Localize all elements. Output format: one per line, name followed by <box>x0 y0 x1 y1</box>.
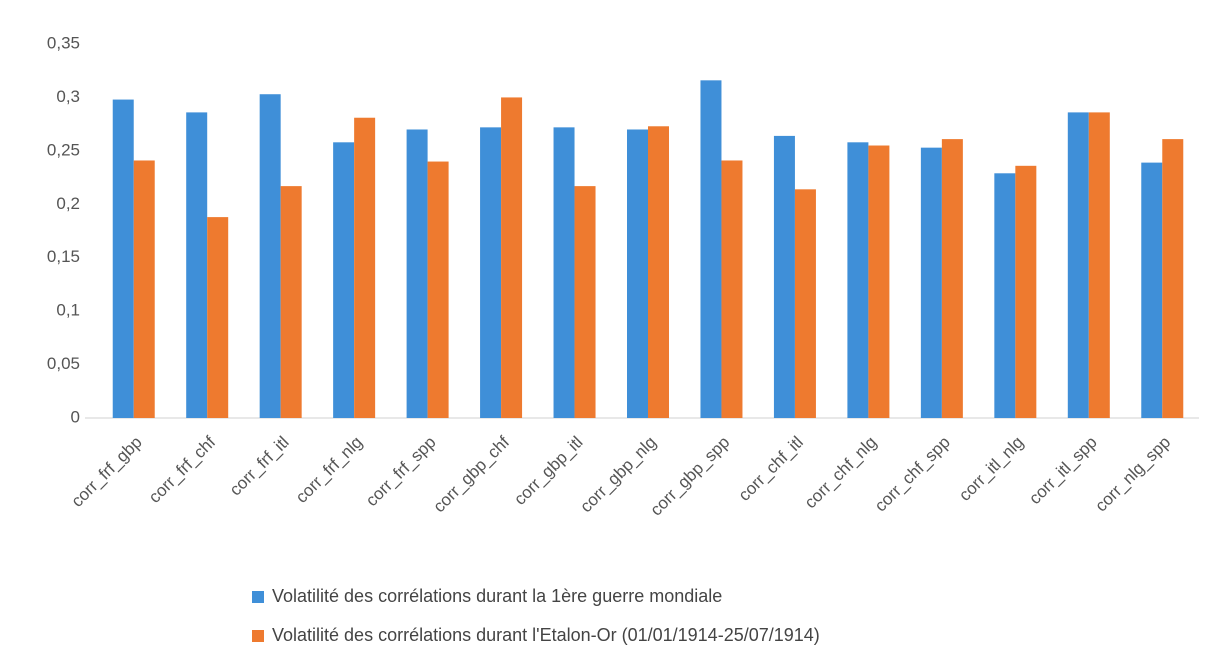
bar <box>1088 112 1110 418</box>
y-tick-label: 0,3 <box>56 87 80 106</box>
bar <box>648 126 669 418</box>
bar <box>354 117 376 418</box>
bar <box>133 160 155 418</box>
y-tick-label: 0,25 <box>47 140 80 159</box>
bar <box>1162 139 1184 419</box>
bar <box>627 129 648 418</box>
bar <box>847 142 869 418</box>
bar <box>941 139 963 419</box>
bar <box>700 80 722 419</box>
bar <box>406 129 428 418</box>
bar <box>994 173 1016 418</box>
legend-swatch <box>252 630 264 642</box>
bar <box>920 147 942 418</box>
bar <box>1015 165 1037 418</box>
legend-label: Volatilité des corrélations durant la 1è… <box>272 586 722 606</box>
bar <box>1067 112 1089 418</box>
bar <box>207 217 229 418</box>
bar <box>280 186 302 418</box>
bar <box>333 142 355 418</box>
bar <box>186 112 208 418</box>
bar <box>480 127 502 418</box>
bar <box>868 145 890 418</box>
bar <box>259 94 281 419</box>
y-tick-label: 0,05 <box>47 354 80 373</box>
y-tick-label: 0,1 <box>56 301 80 320</box>
bar <box>721 160 743 418</box>
bar <box>1141 162 1163 418</box>
y-tick-label: 0,35 <box>47 33 80 52</box>
bar <box>112 99 134 419</box>
y-tick-label: 0,15 <box>47 247 80 266</box>
bar <box>427 161 449 419</box>
bar <box>574 186 596 418</box>
bar <box>501 97 523 418</box>
legend-label: Volatilité des corrélations durant l'Eta… <box>272 625 820 645</box>
bar <box>553 127 575 418</box>
y-tick-label: 0 <box>71 407 80 426</box>
bar <box>794 189 816 418</box>
legend-swatch <box>252 591 264 603</box>
y-tick-label: 0,2 <box>56 194 80 213</box>
bar <box>773 135 795 418</box>
